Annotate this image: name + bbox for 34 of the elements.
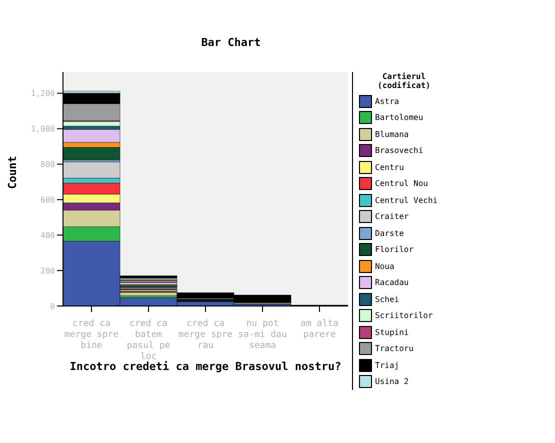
legend-label: Florilor <box>375 245 414 254</box>
legend-label: Centrul Vechi <box>375 196 438 205</box>
y-tick-label: 200 <box>40 266 56 276</box>
x-axis-title: Incotro credeti ca merge Brasovul nostru? <box>70 360 342 373</box>
legend-title: Cartierul (codificat) <box>376 72 432 90</box>
legend-label: Brasovechi <box>375 146 424 156</box>
y-tick-label: 400 <box>40 230 56 240</box>
legend-label: Craiter <box>375 212 409 222</box>
legend-label: Usina 2 <box>375 377 409 386</box>
legend-label: Scriitorilor <box>375 311 433 320</box>
y-tick-label: 0 <box>50 302 56 311</box>
legend-label: Triaj <box>375 360 400 370</box>
y-tick-label: 1,000 <box>30 124 56 134</box>
y-axis-title: Count <box>6 156 19 189</box>
x-tick-label: cred ca merge spre rau <box>178 319 233 351</box>
legend-label: Blumana <box>375 130 409 139</box>
legend-label: Schei <box>375 294 400 304</box>
y-tick-label: 1,200 <box>30 89 56 98</box>
x-tick-label: cred ca merge spre bine <box>64 319 119 351</box>
legend-label: Tractoru <box>375 344 414 354</box>
legend-label: Stupini <box>375 328 409 337</box>
legend-label: Astra <box>375 96 400 106</box>
legend-label: Centru <box>375 162 404 172</box>
chart-title: Bar Chart <box>200 36 262 49</box>
legend-label: Centrul Nou <box>375 179 428 188</box>
legend-label: Racadau <box>375 278 409 288</box>
y-tick-label: 600 <box>40 195 56 204</box>
legend-label: Darste <box>375 228 404 238</box>
legend-label: Noua <box>375 262 394 271</box>
x-tick-label: cred ca batem pasul pe loc <box>126 319 170 362</box>
x-tick-label: am alta parere <box>300 319 338 340</box>
x-tick-label: nu pot sa-mi dau seama <box>238 319 287 351</box>
y-tick-label: 800 <box>40 160 56 170</box>
legend-label: Bartolomeu <box>375 113 424 122</box>
